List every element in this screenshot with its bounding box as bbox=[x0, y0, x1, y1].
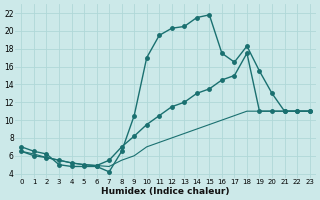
X-axis label: Humidex (Indice chaleur): Humidex (Indice chaleur) bbox=[101, 187, 230, 196]
